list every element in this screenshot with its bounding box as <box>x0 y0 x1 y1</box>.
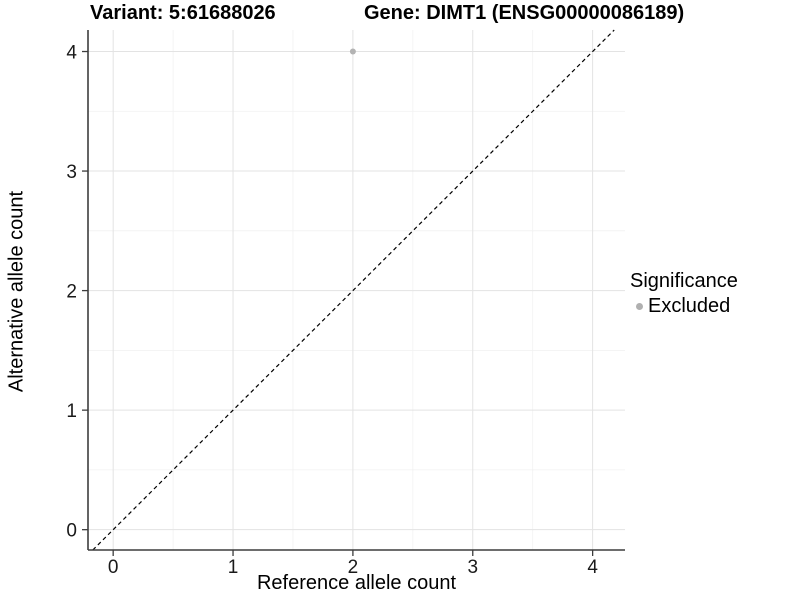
x-tick-label: 1 <box>228 557 239 578</box>
x-tick-label: 4 <box>587 557 598 578</box>
y-tick-label: 2 <box>66 282 77 303</box>
identity-dashed-line <box>92 29 615 551</box>
legend-entry-excluded: Excluded <box>630 294 738 318</box>
x-axis-title: Reference allele count <box>256 572 456 594</box>
legend-point-icon <box>635 302 643 310</box>
legend-title: Significance <box>630 270 738 292</box>
legend-entry-label: Excluded <box>648 295 731 317</box>
x-tick-label: 2 <box>348 557 359 578</box>
legend: Significance Excluded <box>630 268 738 318</box>
x-tick-label: 3 <box>467 557 478 578</box>
x-tick-label: 0 <box>108 557 119 578</box>
plot-title-variant: Variant: 5:61688026 <box>90 2 276 24</box>
plot-title-gene: Gene: DIMT1 (ENSG00000086189) <box>364 2 685 24</box>
y-tick-label: 4 <box>66 43 77 64</box>
y-tick-label: 3 <box>66 162 77 183</box>
legend-key <box>630 297 648 315</box>
y-axis-title: Alternative allele count <box>5 190 28 393</box>
y-tick-label: 1 <box>66 401 77 422</box>
y-tick-label: 0 <box>66 521 77 542</box>
data-point <box>349 48 356 55</box>
